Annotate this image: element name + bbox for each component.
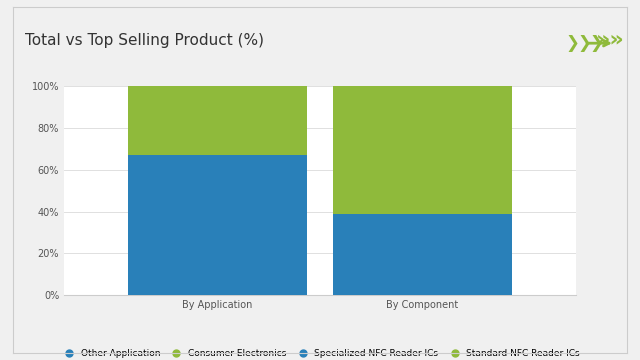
Text: »»: »» bbox=[596, 30, 624, 50]
Text: ❯: ❯ bbox=[565, 34, 579, 52]
Bar bbox=[128, 155, 307, 295]
Text: ❯: ❯ bbox=[577, 34, 591, 52]
Text: ❯: ❯ bbox=[589, 34, 604, 52]
Bar bbox=[333, 86, 512, 214]
Text: Total vs Top Selling Product (%): Total vs Top Selling Product (%) bbox=[25, 33, 264, 48]
Bar bbox=[333, 214, 512, 295]
Bar bbox=[128, 86, 307, 155]
Legend: Other Application, Consumer Electronics, Specialized NFC Reader ICs, Standard NF: Other Application, Consumer Electronics,… bbox=[56, 346, 584, 360]
